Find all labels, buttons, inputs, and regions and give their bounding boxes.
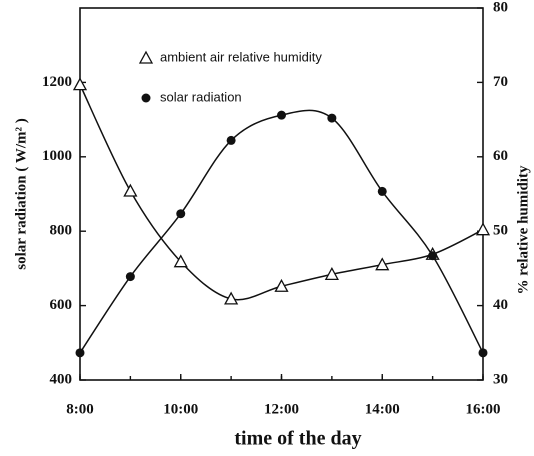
- data-point: [125, 272, 135, 282]
- series-line: [79, 109, 484, 354]
- y-tick-label: 400: [50, 371, 73, 387]
- data-point: [277, 110, 286, 120]
- data-point: [176, 209, 186, 219]
- data-point: [72, 77, 88, 91]
- data-point: [478, 348, 488, 358]
- data-point: [226, 135, 236, 145]
- x-tick-label: 14:00: [365, 401, 400, 417]
- y-tick-label: 1000: [42, 148, 72, 164]
- y-tick-label: 600: [50, 297, 73, 313]
- data-point: [224, 291, 239, 305]
- x-axis-label: time of the day: [234, 428, 361, 450]
- y2-axis-label: % relative humidity: [515, 165, 531, 294]
- data-point: [327, 113, 337, 123]
- y2-tick-label: 50: [493, 223, 508, 239]
- x-tick-label: 10:00: [163, 401, 198, 417]
- legend-label: solar radiation: [160, 89, 242, 104]
- legend-label: ambient air relative humidity: [160, 49, 322, 64]
- legend-marker: [141, 93, 151, 103]
- x-tick-label: 12:00: [264, 401, 299, 417]
- data-point: [75, 348, 85, 358]
- y-axis-label: solar radiation ( W/m² ): [13, 118, 29, 269]
- data-point: [375, 257, 390, 271]
- y2-tick-label: 80: [493, 0, 508, 15]
- legend-marker: [138, 50, 154, 64]
- data-point: [123, 183, 138, 197]
- data-point: [475, 222, 491, 236]
- data-point: [377, 186, 387, 196]
- y2-tick-label: 70: [493, 74, 508, 90]
- data-point: [324, 266, 339, 281]
- data-point: [274, 278, 289, 292]
- y2-tick-label: 40: [493, 297, 508, 313]
- y2-tick-label: 60: [493, 148, 508, 164]
- y-tick-label: 800: [50, 223, 73, 239]
- x-tick-label: 16:00: [466, 401, 501, 417]
- y2-tick-label: 30: [493, 371, 508, 387]
- data-point: [428, 251, 438, 261]
- y-tick-label: 1200: [42, 74, 72, 90]
- data-point: [173, 254, 188, 268]
- x-tick-label: 8:00: [66, 401, 94, 417]
